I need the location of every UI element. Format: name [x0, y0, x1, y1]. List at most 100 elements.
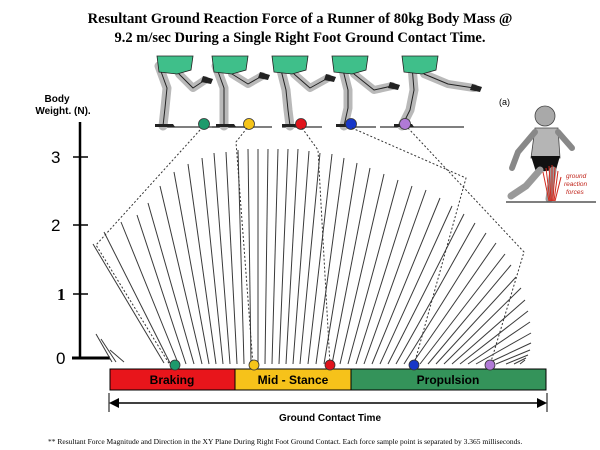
force-vector [315, 157, 345, 365]
force-vector [451, 299, 526, 365]
force-vector [371, 197, 441, 365]
x-axis-label: Ground Contact Time [279, 413, 381, 424]
force-vector [323, 162, 358, 365]
force-vector [403, 232, 487, 365]
force-vector [237, 149, 245, 365]
runner-figure [154, 55, 248, 131]
inset-runner-torso [530, 127, 561, 159]
force-vector [495, 349, 531, 365]
runner-swing-leg [175, 70, 209, 92]
force-vector [379, 205, 453, 365]
runner-stance-leg [211, 61, 229, 131]
force-vector [100, 338, 117, 363]
runner-stance-leg-outline [215, 65, 225, 127]
runner-swing-leg-outline [353, 73, 393, 91]
y-tick-label-3: 3 [51, 148, 60, 167]
runner-shoe [155, 124, 175, 127]
inset-illustration: (a) ground reaction forces [499, 97, 596, 203]
inset-label: (a) [499, 97, 510, 107]
y-axis-label-line-1: Body [45, 94, 70, 105]
force-vector [292, 150, 310, 365]
force-vector [278, 148, 289, 365]
arrow-head-right [537, 398, 547, 408]
runner-swing-leg-outline [231, 73, 263, 85]
runner-swing-shoe [324, 74, 336, 82]
force-vector [225, 151, 238, 365]
force-vector [285, 148, 299, 365]
title-line-2: 9.2 m/sec During a Single Right Foot Gro… [115, 30, 486, 46]
runner-stance-leg [397, 61, 419, 131]
connector-propulsion-1 [351, 127, 467, 366]
runner-figure [211, 55, 272, 131]
force-vector [159, 185, 203, 365]
runner-swing-shoe [470, 84, 482, 92]
runner-swing-leg [420, 70, 478, 92]
marker-midstance-late [324, 359, 336, 371]
runner-sequence [154, 55, 482, 131]
force-vector [443, 287, 522, 365]
runner-swing-shoe [388, 82, 400, 90]
phase-label-braking: Braking [150, 373, 195, 387]
runner-swing-shoe [201, 76, 213, 84]
force-vector [331, 167, 371, 365]
phase-mid-stance [235, 369, 351, 390]
runner-shoe [216, 124, 236, 127]
dotted-connectors [95, 127, 525, 366]
force-vector [264, 148, 269, 365]
phase-propulsion [351, 369, 546, 390]
runner-shorts [211, 55, 249, 75]
force-vector [347, 179, 399, 365]
inset-force-lines [542, 165, 562, 202]
connector-propulsion-2 [407, 127, 525, 366]
marker-propulsion-late [484, 359, 496, 371]
runner-contact-marker [345, 118, 357, 130]
runner-shorts [401, 55, 439, 75]
runner-contact-marker [295, 118, 307, 130]
runner-figure [271, 55, 336, 131]
connector-midstance-1 [235, 127, 254, 366]
force-vector [339, 173, 385, 365]
phase-braking [110, 369, 235, 390]
runner-swing-leg-outline [178, 73, 206, 89]
force-vector [120, 221, 179, 364]
force-vector [395, 222, 476, 365]
runner-stance-leg-outline [279, 65, 291, 127]
force-vector [187, 163, 217, 365]
title-line-1: Resultant Ground Reaction Force of a Run… [88, 11, 513, 27]
runner-swing-shoe [258, 72, 270, 80]
inset-runner-leg-front [507, 166, 544, 200]
runner-shorts [156, 55, 194, 75]
inset-runner-arm-2 [555, 129, 575, 151]
force-vector [103, 231, 171, 364]
force-vector [109, 349, 125, 363]
runner-stance-leg-outline [341, 65, 349, 127]
connector-midstance-2 [301, 127, 331, 366]
force-vector [136, 214, 187, 365]
inset-caption-3: forces [566, 189, 584, 196]
arrow-head-left [109, 398, 119, 408]
runner-swing-leg-outline [293, 73, 329, 89]
phase-label-propulsion: Propulsion [417, 373, 480, 387]
footnote: ** Resultant Force Magnitude and Directi… [48, 437, 522, 446]
runner-swing-leg-outline [423, 73, 475, 89]
force-vector [513, 357, 527, 365]
force-vector [435, 276, 517, 365]
force-vector [173, 171, 210, 365]
force-vector [92, 243, 165, 364]
force-vector [271, 148, 279, 365]
runner-shorts [331, 55, 369, 75]
runner-stance-leg-outline [158, 65, 168, 127]
force-vector [519, 359, 526, 365]
force-vector [147, 202, 195, 365]
force-vector [307, 153, 333, 365]
inset-caption-1: ground [566, 173, 587, 180]
force-vector [475, 332, 532, 365]
force-vector [427, 264, 512, 365]
runner-figure [331, 55, 400, 131]
force-vector [213, 152, 231, 365]
force-vector [419, 253, 506, 365]
runner-stance-leg [337, 61, 353, 131]
runner-stance-leg-outline [401, 65, 415, 127]
runner-contact-marker [243, 118, 255, 130]
force-vector [95, 333, 113, 363]
